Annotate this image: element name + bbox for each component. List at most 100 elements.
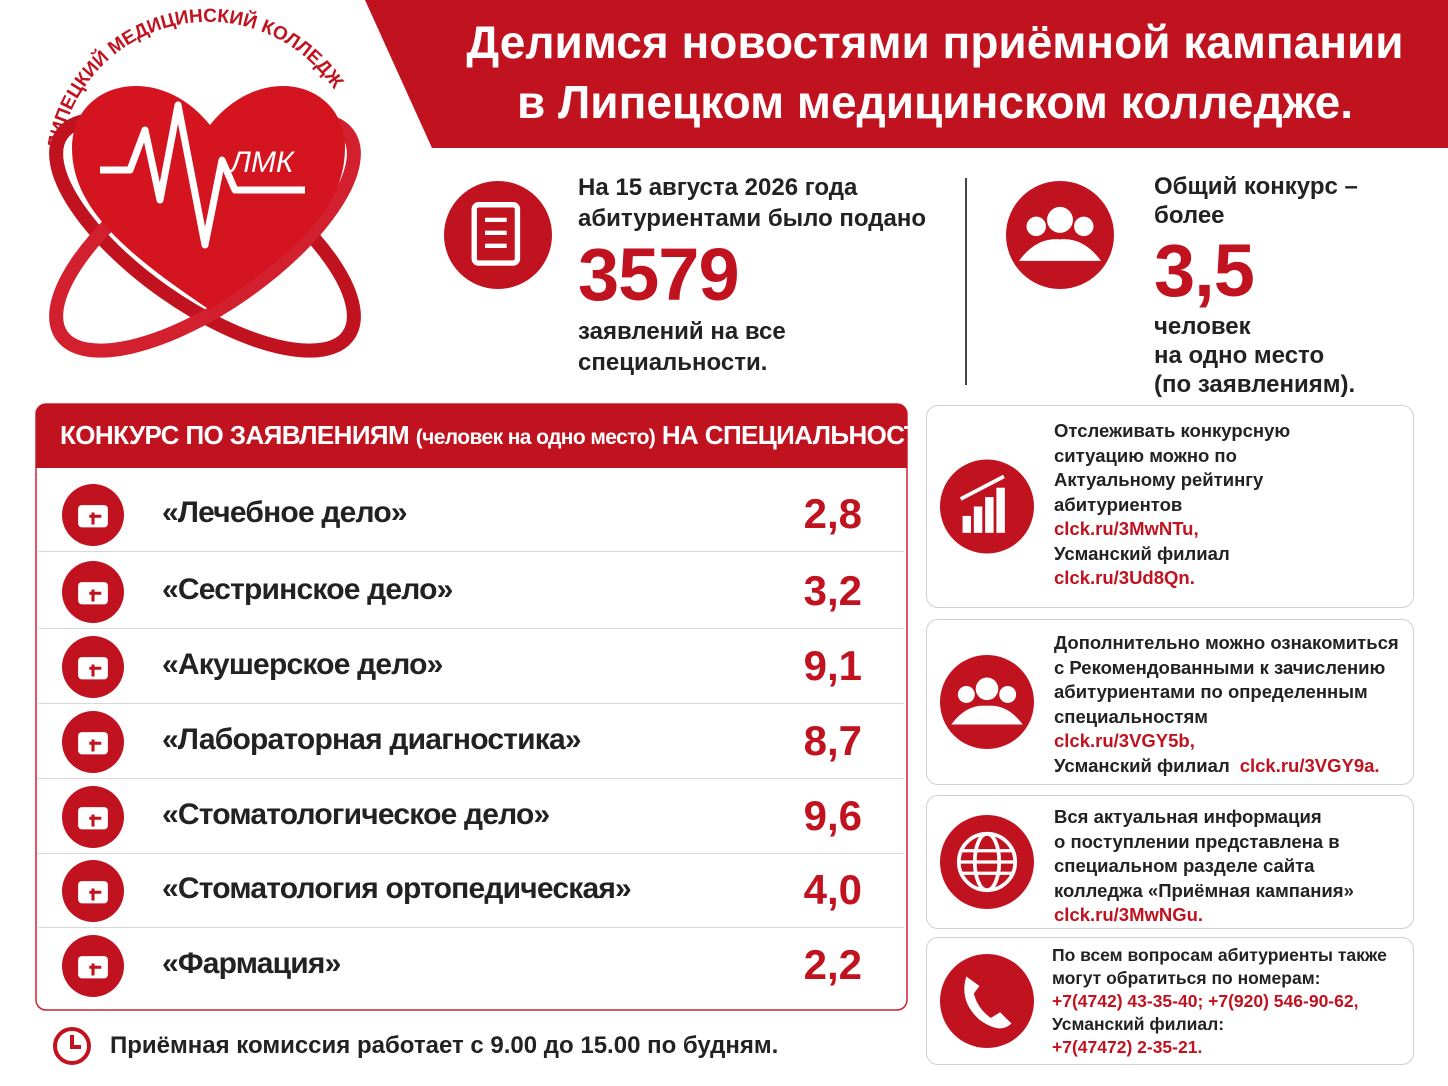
card-text: По всем вопросам абитуриенты также могут … xyxy=(1052,944,1387,1059)
card-line: с Рекомендованными к зачислению xyxy=(1054,656,1399,681)
icon-part xyxy=(973,506,983,533)
icon-part xyxy=(471,202,521,266)
icon-part xyxy=(89,814,102,827)
card-line: Усманский филиал: xyxy=(1052,1013,1387,1036)
card-line: По всем вопросам абитуриенты также xyxy=(1052,944,1387,967)
specialty-value: 3,2 xyxy=(803,567,862,614)
icon-part xyxy=(940,954,1034,1048)
card-text-part: Вся актуальная информация xyxy=(1054,806,1322,827)
logo: ЛМК ЛИПЕЦКИЙ МЕДИЦИНСКИЙ КОЛЛЕДЖ xyxy=(44,6,361,358)
card-line: могут обратиться по номерам: xyxy=(1052,967,1387,990)
icon xyxy=(62,935,124,997)
icon-part xyxy=(940,655,1034,749)
title-line: в Липецком медицинском колледже. xyxy=(516,76,1354,128)
specialty-value: 9,1 xyxy=(803,642,862,689)
card-text: Отслеживать конкурсную ситуацию можно по А… xyxy=(1054,419,1290,591)
icon xyxy=(940,459,1034,554)
table-row: «Акушерское дело» 9,1 xyxy=(38,630,904,704)
table-row: «Стоматология ортопедическая» 4,0 xyxy=(38,854,904,928)
specialty-name: «Лабораторная диагностика» xyxy=(162,723,582,756)
stat-text: На 15 августа 2026 года xyxy=(578,174,858,201)
card-line: о поступлении представлена в xyxy=(1054,830,1354,855)
stat-text: абитуриентами было подано xyxy=(578,205,926,232)
card-text-part: колледжа «Приёмная кампания» xyxy=(1054,879,1354,901)
table-row: «Лабораторная диагностика» 8,7 xyxy=(38,705,904,779)
icon-part xyxy=(999,686,1017,703)
card-line: clck.ru/3VGY5b, xyxy=(1054,729,1399,754)
table-row: «Лечебное дело» 2,8 xyxy=(38,478,904,552)
stat-text: (по заявлениям). xyxy=(1154,371,1356,398)
icon-part xyxy=(89,664,102,677)
card-line: ситуацию можно по xyxy=(1054,444,1290,469)
card-text-part: Усманский филиал: xyxy=(1052,1014,1225,1034)
icon-part xyxy=(70,1035,81,1049)
specialty-name: «Сестринское дело» xyxy=(162,573,453,606)
card-text-part: Дополнительно можно ознакомиться xyxy=(1054,632,1399,653)
icon xyxy=(1006,181,1114,289)
icon-part xyxy=(1006,181,1114,289)
stat: Общий конкурс – более 3,5 человек на одно ме… xyxy=(1154,172,1358,399)
title-line: Делимся новостями приёмной кампании xyxy=(466,16,1404,68)
table-header xyxy=(36,404,907,468)
icon-part xyxy=(1074,216,1094,237)
icon-part xyxy=(89,888,102,901)
stat-number: 3,5 xyxy=(1154,229,1255,312)
card-text-part: с Рекомендованными к зачислению xyxy=(1054,656,1386,678)
table-title-end: НА СПЕЦИАЛЬНОСТИ: xyxy=(661,420,946,450)
icon-part xyxy=(975,677,999,701)
icon xyxy=(62,484,124,546)
specialty-name: «Лечебное дело» xyxy=(162,496,408,529)
icon xyxy=(62,636,124,698)
card-line: абитуриентами по определенным xyxy=(1054,680,1399,705)
icon-part xyxy=(1026,216,1046,237)
specialty-name: «Стоматология ортопедическая» xyxy=(162,872,632,905)
table-row: «Стоматологическое дело» 9,6 xyxy=(38,780,904,854)
logo-monogram: ЛМК xyxy=(228,146,296,179)
card-text-part: Актуальному рейтингу xyxy=(1054,469,1264,490)
info-card: Дополнительно можно ознакомиться с Рекоме… xyxy=(926,619,1414,785)
card-text: Дополнительно можно ознакомиться с Рекоме… xyxy=(1054,631,1399,778)
icon-part xyxy=(951,705,1023,725)
stat-text: заявлений на все xyxy=(578,318,786,345)
icon-part xyxy=(53,1027,91,1065)
card-text-part: специальном разделе сайта xyxy=(1054,855,1315,876)
table-row: «Сестринское дело» 3,2 xyxy=(38,555,904,629)
card-line: clck.ru/3MwNGu. xyxy=(1054,903,1354,928)
card-line: Усманский филиал clck.ru/3VGY9a. xyxy=(1054,754,1399,779)
card-text: Вся актуальная информация о поступлении п… xyxy=(1054,805,1354,928)
specialty-name: «Стоматологическое дело» xyxy=(162,798,550,831)
card-text-part: о поступлении представлена в xyxy=(1054,830,1340,852)
card-line: +7(4742) 43-35-40; +7(920) 546-90-62, xyxy=(1052,990,1387,1013)
icon xyxy=(62,561,124,623)
stat: На 15 августа 2026 года абитуриентами был… xyxy=(578,172,926,378)
link: clck.ru/3MwNTu, xyxy=(1054,518,1199,539)
info-card: По всем вопросам абитуриенты также могут … xyxy=(926,937,1414,1065)
icon-part xyxy=(1018,239,1102,261)
specialty-name: «Акушерское дело» xyxy=(162,648,443,681)
icon-part xyxy=(53,1027,91,1065)
card-text-part: специальностям xyxy=(1054,705,1208,727)
link: clck.ru/3MwNGu. xyxy=(1054,904,1204,925)
icon xyxy=(940,815,1034,909)
table-title-main: КОНКУРС ПО ЗАЯВЛЕНИЯМ xyxy=(60,420,410,450)
icon-part xyxy=(89,963,102,976)
stat-text: более xyxy=(1154,202,1225,229)
card-line: Дополнительно можно ознакомиться xyxy=(1054,631,1399,656)
card-line: clck.ru/3Ud8Qn. xyxy=(1054,566,1290,591)
icon xyxy=(62,860,124,922)
card-line: +7(47472) 2-35-21. xyxy=(1052,1036,1387,1059)
icon xyxy=(62,786,124,848)
card-line: Отслеживать конкурсную xyxy=(1054,419,1290,444)
specialty-value: 4,0 xyxy=(803,866,862,913)
table-title-note: (человек на одно место) xyxy=(415,426,656,449)
icon xyxy=(940,954,1034,1048)
link: +7(47472) 2-35-21. xyxy=(1052,1037,1203,1057)
icon-part xyxy=(957,686,975,703)
card-line: clck.ru/3MwNTu, xyxy=(1054,517,1290,542)
link: clck.ru/3Ud8Qn. xyxy=(1054,567,1195,588)
specialty-value: 2,2 xyxy=(803,941,862,988)
card-line: Усманский филиал xyxy=(1054,542,1290,567)
link: clck.ru/3VGY9a. xyxy=(1239,754,1380,776)
